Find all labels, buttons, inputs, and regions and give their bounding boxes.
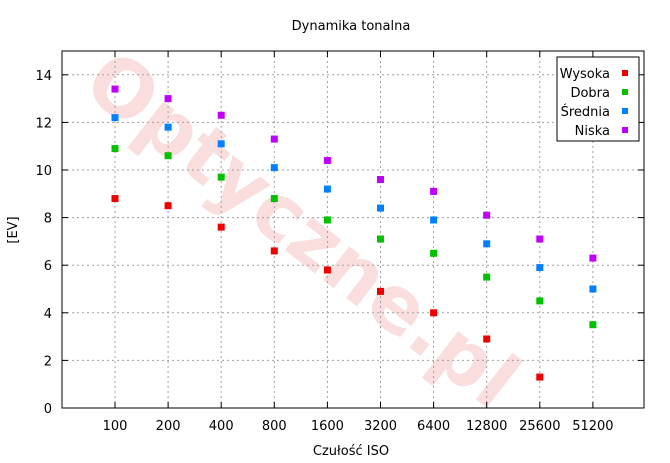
legend-label: Dobra [570,86,610,101]
y-tick-label: 6 [44,259,52,274]
point-niska [111,85,119,93]
y-axis-ticks: 0 2 4 6 8 10 12 14 [35,69,644,417]
point-niska [217,111,225,119]
point-wysoka [536,373,544,381]
y-tick-label: 2 [44,354,52,369]
x-tick-label: 25600 [519,419,560,434]
point--rednia [536,264,544,272]
point--rednia [483,240,491,248]
legend-label: Wysoka [560,67,610,82]
data-points [111,85,597,381]
point-dobra [589,321,597,329]
x-tick-label: 51200 [572,419,613,434]
point-dobra [430,249,438,257]
point-wysoka [323,266,331,274]
y-tick-label: 4 [44,307,52,322]
point--rednia [377,204,384,212]
legend: Wysoka Dobra Średnia Niska [556,56,640,142]
point-wysoka [377,287,384,295]
point-wysoka [164,202,172,210]
point-niska [589,254,597,262]
chart-title: Dynamika tonalna [292,19,411,34]
legend-label: Niska [575,124,610,139]
point-niska [270,135,278,143]
legend-label: Średnia [561,104,610,120]
point-dobra [536,297,544,305]
point-wysoka [217,223,225,231]
x-tick-label: 1600 [311,419,344,434]
x-tick-label: 200 [156,419,181,434]
y-axis-label: [EV] [6,216,21,243]
y-tick-label: 10 [35,164,52,179]
x-tick-label: 100 [103,419,128,434]
point--rednia [589,285,597,293]
point-dobra [111,145,119,153]
point-dobra [323,216,331,224]
point-wysoka [483,335,491,343]
plot-frame [61,50,645,409]
point-niska [164,95,172,103]
x-tick-label: 400 [209,419,234,434]
point-wysoka [430,309,438,317]
point-dobra [377,235,384,243]
grid [62,51,644,408]
legend-marker [622,127,628,133]
point-niska [323,156,331,164]
point--rednia [323,185,331,193]
point-dobra [483,273,491,281]
point--rednia [111,114,119,122]
point-dobra [217,173,225,181]
point--rednia [270,164,278,172]
watermark: Optyczne.pl [68,34,535,427]
point--rednia [164,123,172,131]
x-tick-label: 12800 [466,419,507,434]
x-tick-label: 6400 [417,419,450,434]
point--rednia [217,140,225,148]
point-niska [483,211,491,219]
legend-marker [622,89,628,95]
point-niska [377,176,384,184]
point--rednia [430,216,438,224]
x-axis-ticks: 100 200 400 800 1600 3200 6400 12800 25600 51200 [103,51,614,434]
y-tick-label: 14 [35,69,52,84]
y-tick-label: 0 [44,402,52,417]
point-wysoka [111,195,119,203]
legend-marker [622,108,628,114]
x-axis-label: Czułość ISO [313,444,389,459]
legend-marker [622,70,628,76]
point-dobra [164,152,172,160]
point-wysoka [270,247,278,255]
point-dobra [270,195,278,203]
x-tick-label: 3200 [364,419,397,434]
point-niska [536,235,544,243]
y-tick-label: 8 [44,212,52,227]
point-niska [430,187,438,195]
x-tick-label: 800 [262,419,287,434]
y-tick-label: 12 [35,116,52,131]
